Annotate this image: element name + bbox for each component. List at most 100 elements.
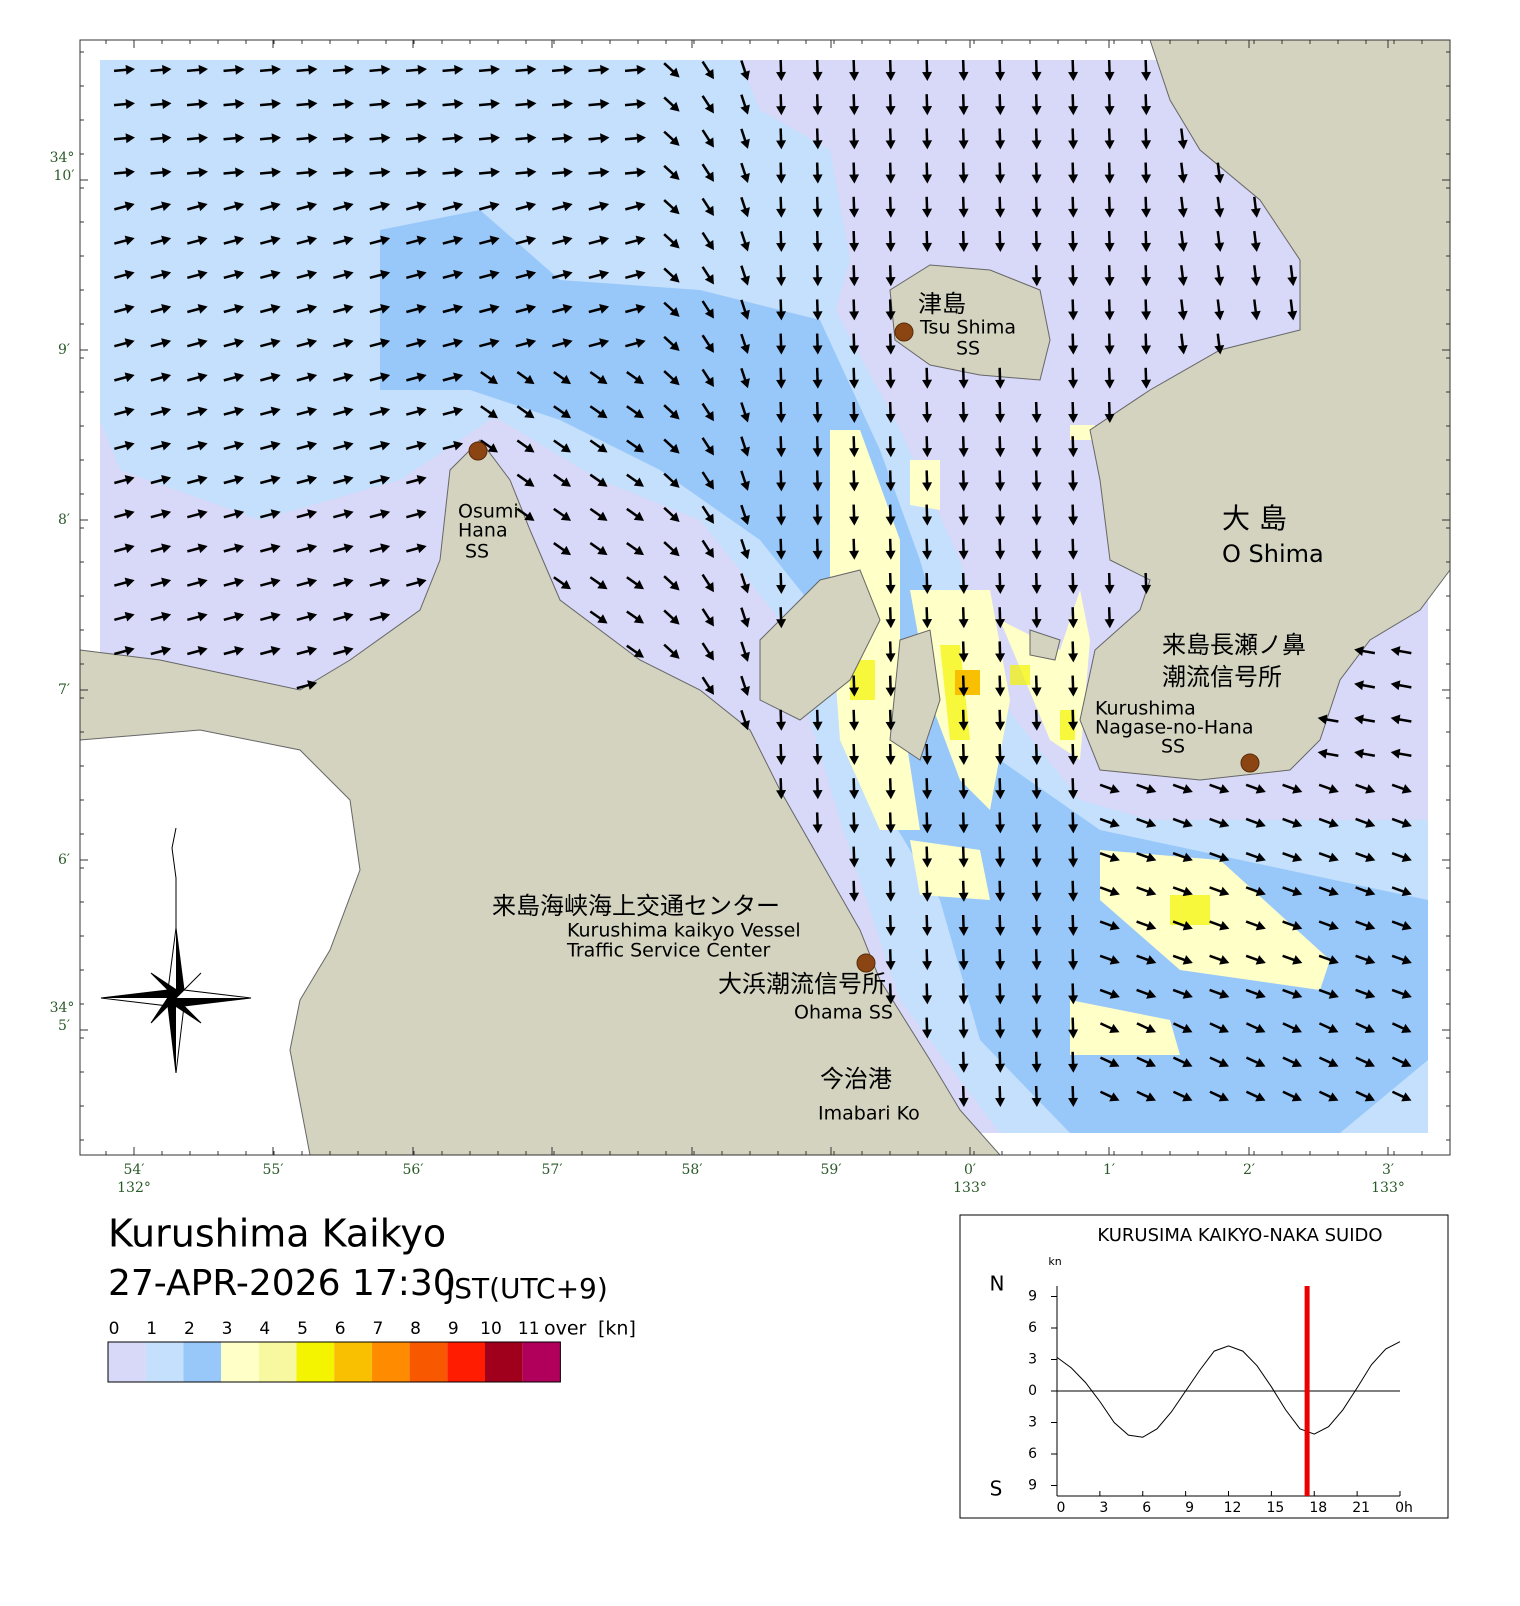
arrow-shaft xyxy=(260,138,274,139)
arrow-shaft xyxy=(224,104,238,105)
arrow-shaft xyxy=(1181,197,1183,211)
legend-label: 6 xyxy=(335,1319,346,1339)
lon-min-label: 57′ xyxy=(542,1162,563,1178)
arrow-shaft xyxy=(1291,265,1293,279)
x-tick-label: 3 xyxy=(1099,1500,1108,1516)
arrow-shaft xyxy=(151,138,165,139)
legend-label: 5 xyxy=(297,1319,308,1339)
arrow-shaft xyxy=(589,138,603,139)
arrow-shaft xyxy=(1218,163,1220,177)
lon-min-label: 54′ xyxy=(124,1162,145,1178)
arrow-shaft xyxy=(333,138,347,139)
arrow-shaft xyxy=(1254,265,1256,279)
place-label: Imabari Ko xyxy=(818,1103,920,1125)
legend-over: over xyxy=(544,1318,587,1340)
arrow-shaft xyxy=(333,172,347,173)
y-unit: kn xyxy=(1048,1255,1061,1268)
legend-label: 4 xyxy=(259,1319,270,1339)
lat-min-label: 5′ xyxy=(58,1018,70,1034)
place-label: SS xyxy=(465,541,489,563)
place-label: 来島海峡海上交通センター xyxy=(492,892,780,920)
arrow-shaft xyxy=(589,104,603,105)
lon-min-label: 58′ xyxy=(682,1162,703,1178)
legend-swatch xyxy=(410,1342,448,1382)
arrow-shaft xyxy=(151,70,165,71)
lon-min-label: 55′ xyxy=(263,1162,284,1178)
arrow-shaft xyxy=(443,138,457,139)
y-tick-label: 6 xyxy=(1028,1320,1037,1336)
lat-min-label: 10′ xyxy=(54,168,75,184)
legend-label: 1 xyxy=(146,1319,157,1339)
legend-swatch xyxy=(297,1342,335,1382)
arrow-shaft xyxy=(479,138,493,139)
lat-deg-label: 34° xyxy=(50,1000,75,1016)
y-tick-label: 9 xyxy=(1028,1478,1037,1494)
place-label: Ohama SS xyxy=(794,1002,893,1024)
arrow-shaft xyxy=(406,104,420,105)
arrow-shaft xyxy=(1181,128,1183,142)
legend-label: 8 xyxy=(410,1319,421,1339)
arrow-shaft xyxy=(1254,197,1256,211)
arrow-shaft xyxy=(406,172,420,173)
y-tick-label: 9 xyxy=(1028,1289,1037,1305)
sea-zone xyxy=(955,670,980,695)
arrow-shaft xyxy=(187,70,201,71)
legend-swatch xyxy=(221,1342,259,1382)
legend-swatch xyxy=(259,1342,297,1382)
arrow-shaft xyxy=(1254,231,1256,245)
place-label: SS xyxy=(1161,736,1185,758)
place-label: 潮流信号所 xyxy=(1162,663,1282,691)
legend-label: 11 xyxy=(518,1319,540,1339)
lon-deg-label: 132° xyxy=(117,1180,151,1196)
place-label: 大 島 xyxy=(1222,502,1287,535)
lon-min-label: 0′ xyxy=(964,1162,976,1178)
arrow-shaft xyxy=(552,172,566,173)
title: Kurushima Kaikyo xyxy=(108,1212,446,1256)
arrow-shaft xyxy=(297,138,311,139)
legend-swatch xyxy=(523,1342,561,1382)
y-tick-label: 3 xyxy=(1028,1352,1037,1368)
arrow-shaft xyxy=(443,70,457,71)
arrow-shaft xyxy=(297,104,311,105)
legend-swatch xyxy=(146,1342,184,1382)
north-label: N xyxy=(990,1272,1005,1296)
arrow-shaft xyxy=(479,104,493,105)
lon-deg-label: 133° xyxy=(953,1180,987,1196)
arrow-shaft xyxy=(443,104,457,105)
signal-station xyxy=(895,323,913,341)
legend-label: 3 xyxy=(222,1319,233,1339)
x-tick-label: 0h xyxy=(1395,1500,1413,1516)
place-label: 来島長瀬ノ鼻 xyxy=(1162,631,1306,659)
arrow-shaft xyxy=(333,104,347,105)
place-label: SS xyxy=(956,338,980,360)
arrow-shaft xyxy=(1218,334,1220,348)
arrow-shaft xyxy=(1181,299,1183,313)
arrow-shaft xyxy=(552,138,566,139)
arrow-shaft xyxy=(187,104,201,105)
arrow-shaft xyxy=(516,70,530,71)
place-label: O Shima xyxy=(1222,540,1324,568)
arrow-shaft xyxy=(151,104,165,105)
legend-unit: [kn] xyxy=(598,1318,636,1340)
arrow-shaft xyxy=(333,70,347,71)
arrow-shaft xyxy=(260,172,274,173)
arrow-shaft xyxy=(297,172,311,173)
south-label: S xyxy=(990,1477,1003,1501)
arrow-shaft xyxy=(187,172,201,173)
arrow-shaft xyxy=(1218,265,1220,279)
tide-curve xyxy=(1057,1342,1400,1438)
arrow-shaft xyxy=(260,70,274,71)
arrow-shaft xyxy=(1218,231,1220,245)
arrow-shaft xyxy=(516,172,530,173)
arrow-shaft xyxy=(406,138,420,139)
legend-swatch xyxy=(485,1342,523,1382)
legend-label: 7 xyxy=(372,1319,383,1339)
arrow-shaft xyxy=(625,138,639,139)
arrow-shaft xyxy=(1218,299,1220,313)
x-tick-label: 18 xyxy=(1309,1500,1327,1516)
arrow-shaft xyxy=(406,70,420,71)
lat-min-label: 7′ xyxy=(58,682,70,698)
arrow-shaft xyxy=(224,70,238,71)
lat-min-label: 6′ xyxy=(58,852,70,868)
